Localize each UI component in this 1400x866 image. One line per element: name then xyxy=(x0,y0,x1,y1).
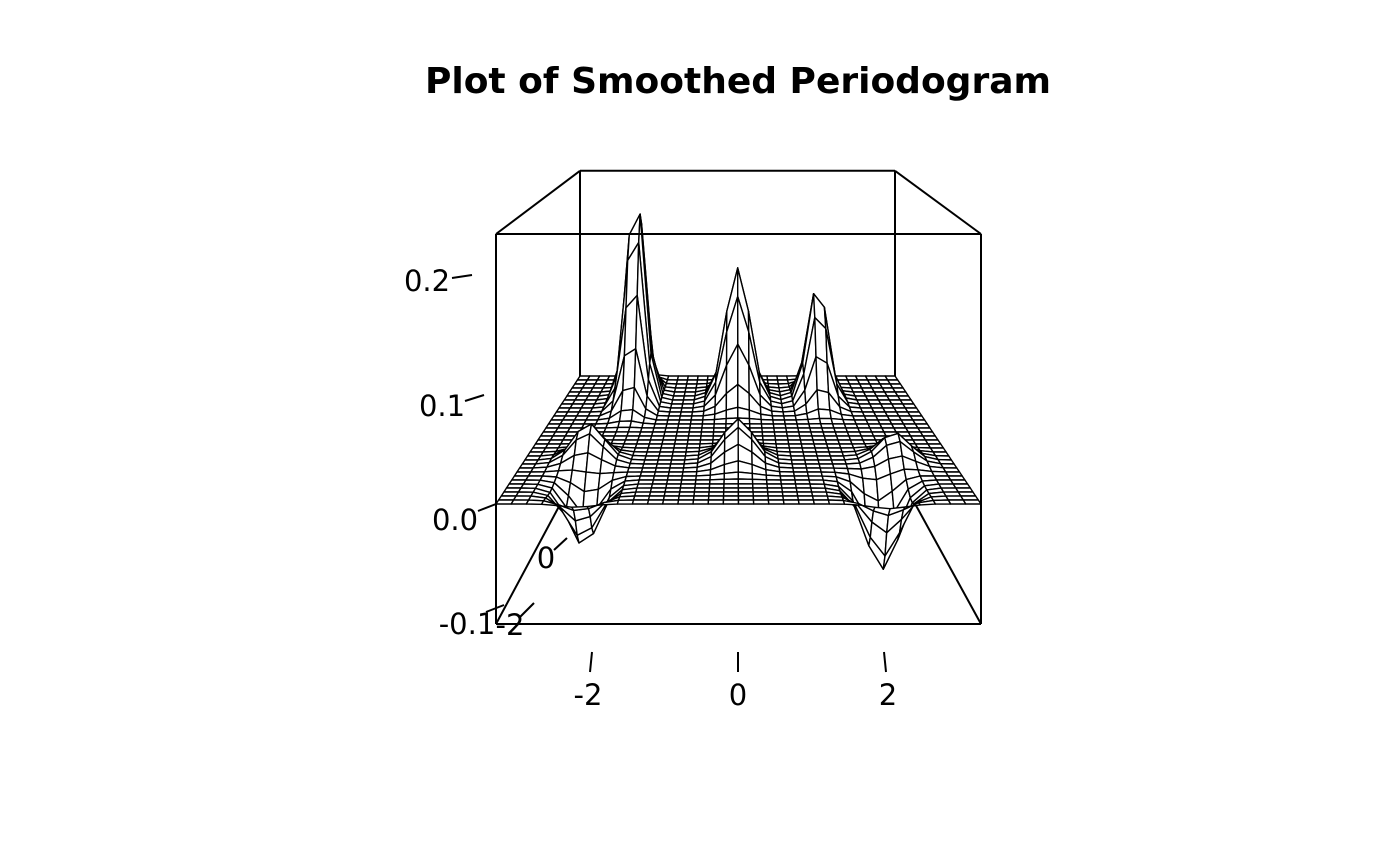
surface-facet xyxy=(737,471,754,480)
surface-facet xyxy=(583,471,601,493)
surface-mesh xyxy=(495,213,982,570)
surface-facet xyxy=(617,420,633,429)
surface-facet xyxy=(737,499,755,505)
z-tick-label: 0.0 xyxy=(432,503,478,537)
box-edge xyxy=(894,169,982,235)
surface-facet xyxy=(782,499,800,505)
surface-facet xyxy=(725,406,739,420)
surface-facet xyxy=(707,499,725,505)
axes: -2 0 2 -2 0 -0.1 0.0 0.1 0.2 xyxy=(404,264,897,712)
z-tick-mark xyxy=(464,394,485,402)
y-tick-mark xyxy=(553,537,568,551)
z-tick-label: 0.1 xyxy=(419,389,465,423)
surface-facet xyxy=(767,499,785,505)
chart-title: Plot of Smoothed Periodogram xyxy=(425,61,1051,102)
z-tick-mark xyxy=(477,503,497,512)
surface-facet xyxy=(723,471,739,480)
surface-facet xyxy=(818,417,834,425)
surface-facet xyxy=(962,499,982,505)
z-tick-label: -0.1 xyxy=(439,607,496,641)
y-tick-mark xyxy=(519,602,535,618)
surface-facet xyxy=(713,417,727,425)
y-tick-label: -2 xyxy=(496,608,525,642)
y-tick-label: 0 xyxy=(537,541,555,575)
surface-facet xyxy=(797,499,815,505)
surface-facet xyxy=(677,499,695,505)
surface-facet xyxy=(722,499,740,505)
surface-facet xyxy=(631,499,650,505)
surface-facet xyxy=(752,499,770,505)
box-edge xyxy=(495,170,581,235)
surface-facet xyxy=(571,452,589,473)
surface-facet xyxy=(662,499,680,505)
box-front-edges xyxy=(495,169,982,625)
z-tick-mark xyxy=(485,604,505,613)
z-tick-mark xyxy=(451,274,473,279)
z-tick-label: 0.2 xyxy=(404,264,450,298)
surface-facet xyxy=(646,499,665,505)
x-tick-mark xyxy=(883,651,887,673)
x-tick-label: 2 xyxy=(879,678,897,712)
surface-facet xyxy=(827,499,846,505)
x-tick-mark xyxy=(589,651,593,673)
surface-facet xyxy=(748,417,763,425)
surface-facet xyxy=(618,409,634,422)
surface-facet xyxy=(525,499,545,505)
x-tick-label: 0 xyxy=(729,678,747,712)
surface-facet xyxy=(812,499,831,505)
x-tick-label: -2 xyxy=(574,678,603,712)
surface-facet xyxy=(616,499,635,505)
surface-facet xyxy=(692,499,710,505)
